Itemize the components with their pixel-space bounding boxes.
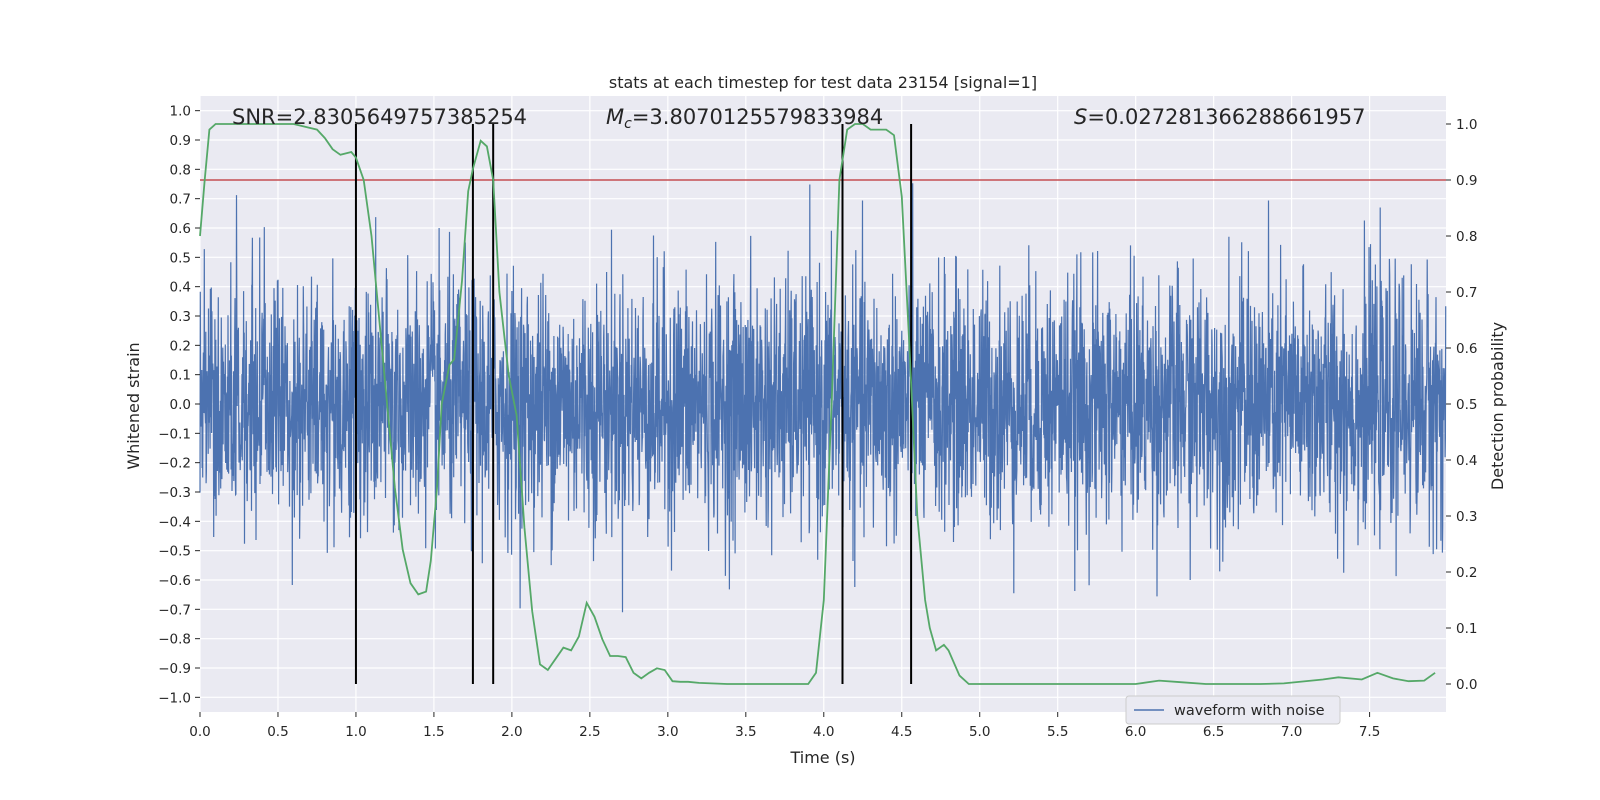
y-tick-label: −0.8	[158, 632, 191, 648]
x-tick-label: 7.0	[1281, 724, 1302, 740]
s-annotation-symbol: S	[1074, 105, 1087, 129]
y-tick-label: 0.9	[170, 133, 191, 149]
detection-probability-line	[199, 123, 1436, 685]
legend-box	[1125, 695, 1341, 725]
mc-annotation: Mc=3.8070125579833984	[606, 105, 883, 132]
snr-annotation: SNR=2.8305649757385254	[232, 105, 527, 129]
x-tick-label: 2.5	[579, 724, 600, 740]
x-tick-label: 4.0	[813, 724, 834, 740]
y-tick-label: 0.1	[170, 368, 191, 384]
x-tick-label: 5.5	[1047, 724, 1068, 740]
x-tick-label: 2.0	[501, 724, 522, 740]
y-tick-label: −0.4	[158, 514, 191, 530]
y-tick-label: −0.7	[158, 602, 191, 618]
waveform-trace	[199, 183, 1447, 613]
y2-tick-label: 0.2	[1456, 565, 1477, 581]
y-tick-label: 0.7	[170, 192, 191, 208]
y-axis-label: Whitened strain	[124, 342, 143, 469]
y-tick-label: 0.5	[170, 250, 191, 266]
y-tick-label: 0.6	[170, 221, 191, 237]
y2-tick-label: 0.7	[1456, 285, 1477, 301]
y2-tick-label: 1.0	[1456, 117, 1477, 133]
y-tick-label: 0.8	[170, 162, 191, 178]
x-tick-label: 0.0	[189, 724, 210, 740]
mc-annotation-value: =3.8070125579833984	[632, 105, 883, 129]
y2-tick-label: 0.1	[1456, 621, 1477, 637]
x-axis-label: Time (s)	[789, 748, 855, 767]
s-annotation-value: =0.027281366288661957	[1087, 105, 1365, 129]
y-tick-label: −0.9	[158, 661, 191, 677]
y2-tick-label: 0.3	[1456, 509, 1477, 525]
chart-title: stats at each timestep for test data 231…	[609, 73, 1037, 92]
x-tick-label: 3.5	[735, 724, 756, 740]
vertical-markers	[354, 124, 913, 684]
y2-tick-label: 0.9	[1456, 173, 1477, 189]
x-tick-label: 6.0	[1125, 724, 1146, 740]
x-tick-label: 1.0	[345, 724, 366, 740]
y-tick-label: 0.0	[170, 397, 191, 413]
y2-tick-label: 0.4	[1456, 453, 1477, 469]
y-tick-label: −1.0	[158, 690, 191, 706]
x-tick-label: 0.5	[267, 724, 288, 740]
x-tick-label: 6.5	[1203, 724, 1224, 740]
y-tick-label: 0.3	[170, 309, 191, 325]
y2-tick-label: 0.8	[1456, 229, 1477, 245]
x-tick-label: 4.5	[891, 724, 912, 740]
y-tick-label: 0.4	[170, 280, 191, 296]
y2-tick-label: 0.0	[1456, 677, 1477, 693]
y2-axis-label: Detection probability	[1488, 322, 1507, 490]
x-tick-label: 1.5	[423, 724, 444, 740]
legend: waveform with noise	[1125, 695, 1341, 725]
y-tick-label: −0.1	[158, 426, 191, 442]
y-tick-label: −0.6	[158, 573, 191, 589]
legend-label: waveform with noise	[1174, 703, 1325, 719]
x-tick-label: 5.0	[969, 724, 990, 740]
y-axis-ticks: 1.0 0.9 0.8 0.7 0.6 0.5 0.4 0.3 0.2 0.1 0.0 −0.1 −0.…	[158, 104, 200, 706]
y-tick-label: −0.3	[158, 485, 191, 501]
y-tick-label: −0.2	[158, 456, 191, 472]
x-tick-label: 3.0	[657, 724, 678, 740]
y-tick-label: 1.0	[170, 104, 191, 120]
s-annotation: S=0.027281366288661957	[1074, 105, 1365, 129]
mc-annotation-subscript: c	[624, 116, 632, 132]
y2-axis-ticks: 1.0 0.9 0.8 0.7 0.6 0.5 0.4 0.3 0.2 0.1 0.0	[1446, 117, 1477, 693]
mc-annotation-symbol: M	[606, 105, 624, 129]
y2-tick-label: 0.5	[1456, 397, 1477, 413]
y2-tick-label: 0.6	[1456, 341, 1477, 357]
waveform-line	[199, 183, 1447, 613]
y-tick-label: −0.5	[158, 544, 191, 560]
x-tick-label: 7.5	[1359, 724, 1380, 740]
y-tick-label: 0.2	[170, 338, 191, 354]
x-axis-ticks: 0.0 0.5 1.0 1.5 2.0 2.5 3.0 3.5 4.0 4.5 5.0 5.5 6.0 6…	[189, 712, 1380, 740]
